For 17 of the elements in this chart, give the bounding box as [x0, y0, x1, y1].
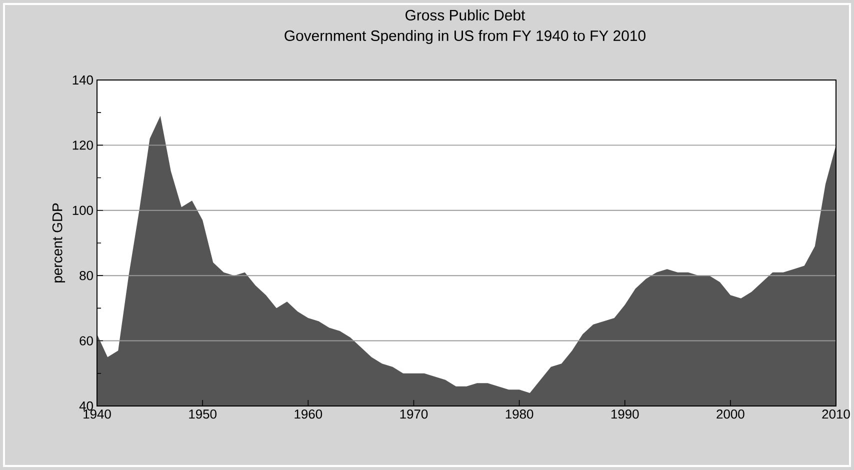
y-tick-label: 60	[80, 336, 93, 346]
x-tick-label: 1980	[506, 410, 534, 419]
x-tick-label: 1960	[294, 410, 322, 419]
x-tick-label: 1950	[189, 410, 216, 419]
y-tick-label: 40	[79, 401, 93, 411]
x-tick-label: 2010	[822, 410, 850, 419]
chart-subtitle: Government Spending in US from FY 1940 to FY 2010	[284, 30, 646, 44]
x-tick-label: 1990	[611, 410, 639, 419]
y-tick-label: 120	[72, 140, 93, 150]
y-tick-label: 100	[72, 206, 93, 215]
x-tick-label: 1940	[84, 410, 111, 419]
chart-title: Gross Public Debt	[406, 10, 526, 20]
y-tick-label: 80	[80, 270, 93, 280]
y-tick-label: 140	[72, 75, 93, 85]
x-tick-label: 1970	[400, 410, 428, 419]
x-tick-label: 2000	[716, 410, 744, 419]
y-axis-title: percent GDP	[52, 203, 66, 282]
